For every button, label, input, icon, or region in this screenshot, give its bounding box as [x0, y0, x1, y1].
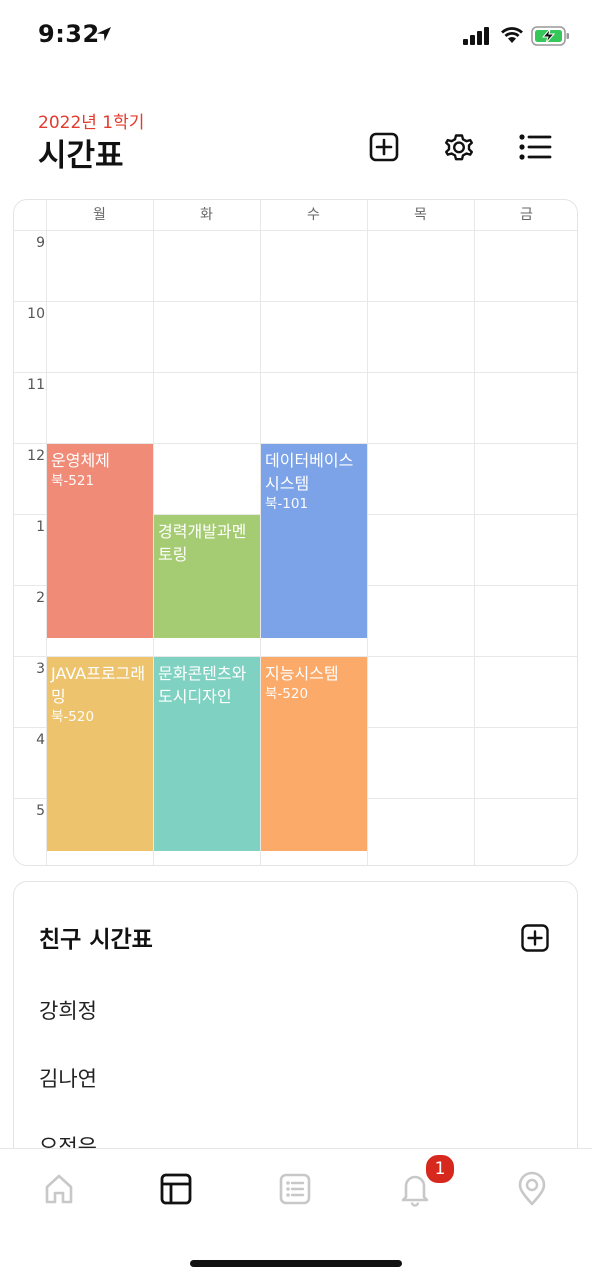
tab-board[interactable] [275, 1169, 315, 1209]
wifi-icon [501, 27, 523, 43]
timetable-icon [160, 1173, 192, 1205]
course-name: 지능시스템 [265, 664, 339, 683]
bell-icon [401, 1175, 429, 1207]
add-friend-button[interactable] [519, 922, 551, 954]
grid-column-line [367, 200, 368, 865]
page-title: 시간표 [38, 138, 124, 174]
grid-column-line [46, 200, 47, 865]
day-header: 월 [93, 207, 106, 223]
grid-column-line [474, 200, 475, 865]
grid-row-line [14, 230, 577, 231]
day-header: 목 [414, 207, 427, 223]
course-room: 북-520 [51, 709, 95, 725]
settings-button[interactable] [440, 128, 478, 166]
bottom-tab-bar [0, 1148, 592, 1280]
grid-column-line [260, 200, 261, 865]
course-block[interactable]: 문화콘텐츠와도시디자인 [154, 657, 260, 852]
hour-label: 11 [27, 377, 45, 393]
tab-timetable[interactable] [156, 1169, 196, 1209]
battery-charging-icon [531, 26, 569, 46]
friends-title: 친구 시간표 [39, 927, 153, 953]
course-name: 데이터베이스시스템 [265, 451, 354, 493]
grid-column-line [153, 200, 154, 865]
day-header: 화 [200, 207, 213, 223]
day-header: 수 [307, 207, 320, 223]
course-name: 경력개발과멘토링 [158, 522, 247, 564]
list-box-icon [279, 1173, 311, 1205]
list-icon [519, 134, 552, 160]
semester-label[interactable]: 2022년 1학기 [38, 113, 145, 133]
course-room: 북-520 [265, 686, 309, 702]
hour-label: 10 [27, 306, 45, 322]
hour-label: 5 [36, 803, 45, 819]
home-icon [45, 1174, 73, 1204]
course-room: 북-101 [265, 496, 309, 512]
location-arrow-icon [97, 27, 111, 41]
grid-row-line [14, 372, 577, 373]
list-view-button[interactable] [516, 128, 554, 166]
grid-row-line [14, 656, 577, 657]
hour-label: 9 [36, 235, 45, 251]
add-course-button[interactable] [365, 128, 403, 166]
plus-square-icon [521, 924, 549, 952]
friend-item[interactable]: 강희정 [39, 999, 97, 1023]
status-bar: 9:32 [0, 0, 592, 70]
day-header: 금 [520, 207, 533, 223]
course-block[interactable]: 경력개발과멘토링 [154, 515, 260, 639]
status-time: 9:32 [38, 20, 100, 48]
grid-row-line [14, 301, 577, 302]
tab-notifications[interactable] [395, 1169, 435, 1209]
course-name: JAVA프로그래밍 [51, 664, 146, 706]
tab-campus[interactable] [512, 1169, 552, 1209]
cellular-signal-icon [463, 27, 489, 45]
course-room: 북-521 [51, 473, 95, 489]
course-name: 문화콘텐츠와도시디자인 [158, 664, 247, 706]
hour-label: 3 [36, 661, 45, 677]
plus-square-icon [369, 132, 399, 162]
tab-home[interactable] [39, 1169, 79, 1209]
location-pin-icon [518, 1171, 546, 1206]
home-indicator [190, 1260, 402, 1267]
hour-label: 4 [36, 732, 45, 748]
grid-row-line [14, 443, 577, 444]
hour-label: 2 [36, 590, 45, 606]
hour-label: 12 [27, 448, 45, 464]
gear-icon [445, 134, 473, 161]
notification-badge: 1 [424, 1153, 456, 1185]
hour-label: 1 [36, 519, 45, 535]
course-name: 운영체제 [51, 451, 110, 470]
friends-timetable-card: 친구 시간표 강희정 김나연 오정은 [13, 881, 578, 1201]
friend-item[interactable]: 김나연 [39, 1067, 97, 1091]
